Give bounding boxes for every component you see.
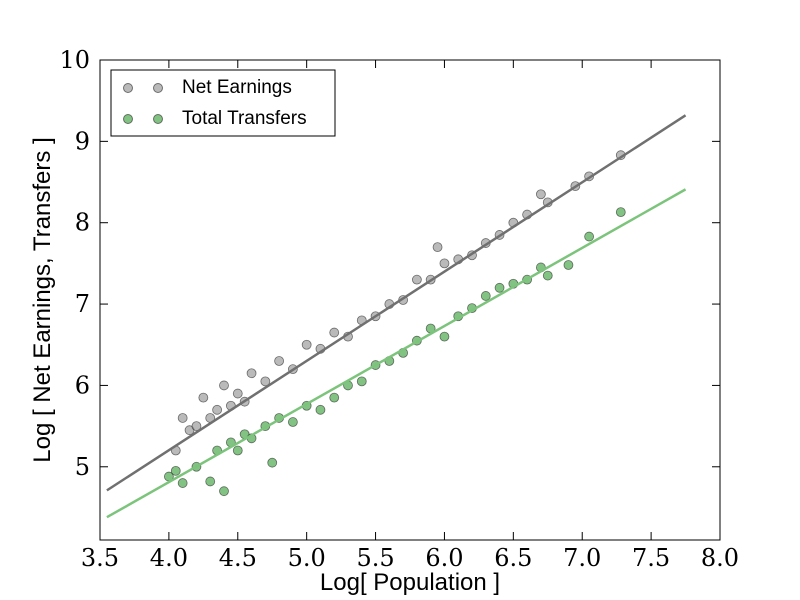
legend-label: Net Earnings [182,77,292,98]
y-tick-label: 10 [59,46,90,74]
point [198,392,209,403]
point [356,376,367,387]
point [439,331,450,342]
point [329,327,340,338]
point [535,189,546,200]
x-tick-label: 3.5 [81,544,119,572]
point [432,242,443,253]
x-tick-label: 5.0 [288,544,326,572]
point [542,270,553,281]
point [260,376,271,387]
point [563,260,574,270]
x-tick-label: 6.0 [425,544,463,572]
point [480,291,491,301]
x-tick-label: 4.5 [219,544,257,572]
point [494,282,505,293]
y-tick-label: 8 [75,209,90,237]
point [191,421,202,432]
point [411,274,422,285]
point [615,207,626,218]
point [267,457,278,468]
y-tick-label: 5 [75,453,90,481]
point [205,476,216,487]
point [246,368,257,379]
y-tick-label: 6 [75,371,90,399]
point [439,258,450,269]
point [170,465,181,476]
point [177,413,188,423]
plot-frame [99,59,721,541]
point [219,486,229,497]
legend-marker [123,114,133,124]
point [584,231,595,242]
x-tick-label: 8.0 [701,544,739,572]
y-tick-label: 9 [75,127,90,155]
x-tick-label: 6.5 [494,544,532,572]
point [177,478,188,488]
legend-label: Total Transfers [182,108,307,129]
point [329,392,340,403]
x-tick-label: 4.0 [150,544,188,572]
point [301,339,312,350]
fit-line [106,114,687,492]
y-tick-label: 7 [75,290,90,318]
legend-frame [110,69,336,137]
x-tick-label: 5.5 [356,544,394,572]
point [232,388,243,399]
point [315,404,326,415]
legend-marker [153,83,163,93]
point [219,380,229,391]
point [287,417,298,427]
legend-marker [153,114,163,124]
legend-marker [123,83,133,93]
point [274,356,285,366]
x-tick-label: 7.0 [563,544,601,572]
x-tick-label: 7.5 [632,544,670,572]
point [232,445,243,456]
x-axis-label: Log[ Population ] [320,569,500,596]
fit-line [106,188,687,519]
point [212,404,223,415]
y-axis-label: Log [ Net Earnings, Transfers ] [29,137,56,463]
